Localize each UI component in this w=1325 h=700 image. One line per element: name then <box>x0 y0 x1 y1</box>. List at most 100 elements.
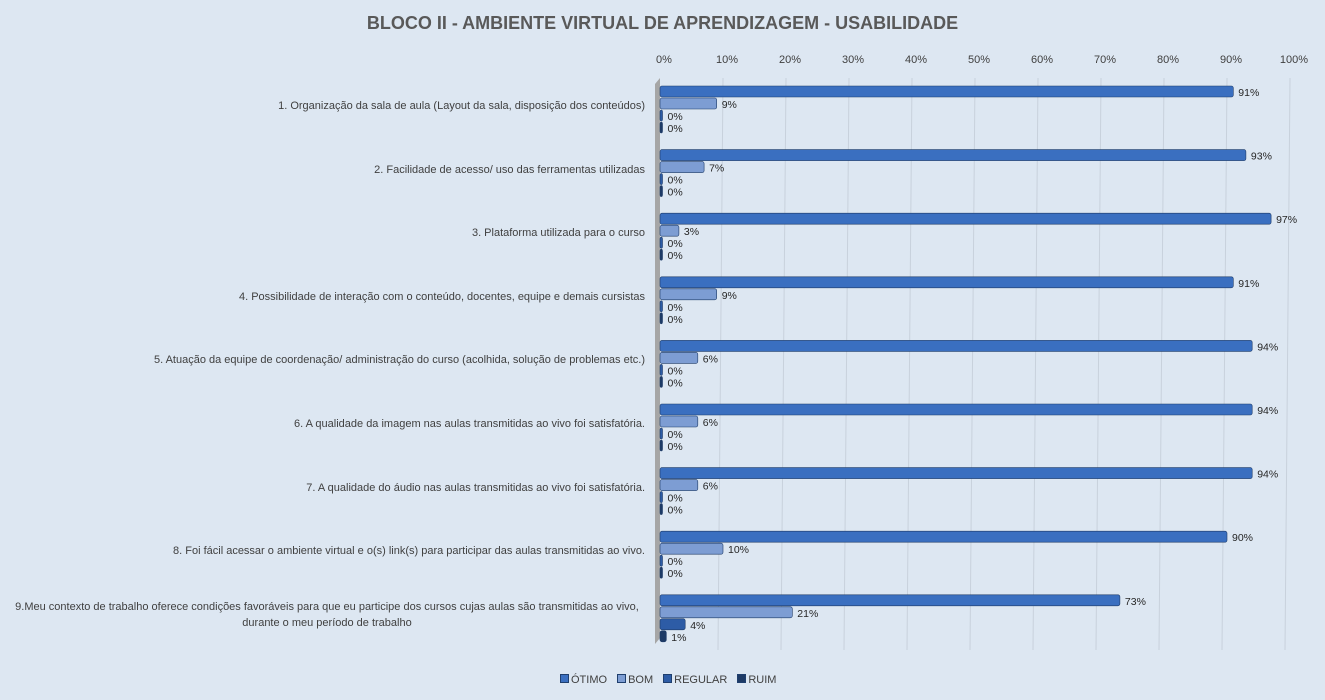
data-label: 21% <box>797 608 818 620</box>
x-tick-label: 90% <box>1220 54 1242 66</box>
bar-ótimo <box>659 467 1253 479</box>
bar-ótimo <box>659 149 1247 161</box>
bar-bom <box>659 415 699 428</box>
data-label: 10% <box>728 544 749 556</box>
bar-bom <box>659 288 718 301</box>
bar-regular <box>659 427 663 440</box>
x-tick-label: 0% <box>656 54 672 66</box>
data-label: 94% <box>1257 341 1278 353</box>
bar-ruim <box>659 376 663 388</box>
x-tick-label: 10% <box>716 54 738 66</box>
legend-label: BOM <box>628 674 654 686</box>
legend-item: ÓTIMO <box>560 674 607 686</box>
legend-label: REGULAR <box>674 674 728 686</box>
bar-regular <box>659 300 663 313</box>
bar-bom <box>659 606 793 619</box>
category-label: 8. Foi fácil acessar o ambiente virtual … <box>173 545 645 558</box>
legend-swatch <box>617 674 627 683</box>
gridline <box>1221 77 1228 651</box>
bar-regular <box>659 173 663 185</box>
data-label: 1% <box>671 632 686 644</box>
x-tick-label: 60% <box>1031 54 1053 66</box>
bar-ruim <box>659 503 663 515</box>
gridline <box>1032 77 1039 651</box>
bar-bom <box>659 161 705 173</box>
bar-regular <box>659 618 686 631</box>
category-label: 9.Meu contexto de trabalho oferece condi… <box>15 600 639 629</box>
category-label: 6. A qualidade da imagem nas aulas trans… <box>294 418 645 430</box>
bar-ótimo <box>659 212 1272 225</box>
legend-item: BOM <box>617 674 653 686</box>
x-tick-label: 30% <box>842 54 864 66</box>
data-label: 0% <box>668 123 683 135</box>
gridline <box>1095 77 1102 651</box>
bar-bom <box>659 97 718 110</box>
x-tick-label: 80% <box>1157 54 1179 66</box>
data-label: 0% <box>668 250 683 262</box>
data-label: 4% <box>690 620 705 632</box>
data-label: 0% <box>668 568 683 580</box>
x-tick-label: 20% <box>779 54 801 66</box>
data-label: 0% <box>668 238 683 250</box>
gridline <box>717 77 724 651</box>
bar-regular <box>659 554 663 567</box>
data-label: 97% <box>1276 214 1297 226</box>
axis-wall <box>655 78 660 644</box>
data-label: 0% <box>668 493 683 505</box>
gridline <box>843 77 850 651</box>
bar-ruim <box>659 439 663 452</box>
bar-ruim <box>659 630 667 643</box>
data-label: 9% <box>722 99 737 111</box>
chart-title: BLOCO II - AMBIENTE VIRTUAL DE APRENDIZA… <box>366 13 959 33</box>
gridline <box>1284 77 1291 651</box>
legend-swatch <box>560 674 569 683</box>
bar-ótimo <box>659 340 1253 352</box>
data-label: 73% <box>1125 596 1146 608</box>
bar-ruim <box>659 248 663 261</box>
x-tick-label: 50% <box>968 54 990 66</box>
x-tick-label: 40% <box>905 54 927 66</box>
gridline <box>906 77 913 651</box>
bar-ótimo <box>659 594 1121 607</box>
gridline <box>780 77 787 651</box>
data-label: 9% <box>722 290 737 302</box>
data-label: 90% <box>1232 532 1253 544</box>
x-tick-label: 100% <box>1280 54 1308 66</box>
category-label: 1. Organização da sala de aula (Layout d… <box>278 100 645 112</box>
data-label: 0% <box>668 505 683 517</box>
legend-label: RUIM <box>748 674 777 686</box>
data-label: 0% <box>668 111 683 123</box>
data-label: 91% <box>1238 278 1259 290</box>
data-label: 0% <box>668 175 683 187</box>
bar-ruim <box>659 121 663 134</box>
bar-bom <box>659 224 680 237</box>
bar-regular <box>659 364 663 376</box>
category-label: 5. Atuação da equipe de coordenação/ adm… <box>153 354 645 367</box>
data-label: 0% <box>668 429 683 441</box>
legend-item: REGULAR <box>663 674 727 686</box>
bar-bom <box>659 352 699 364</box>
bar-ruim <box>659 312 663 325</box>
legend: ÓTIMO BOM REGULAR RUIM <box>560 674 776 686</box>
legend-swatch <box>663 674 673 683</box>
bar-ótimo <box>659 85 1234 98</box>
legend-item: RUIM <box>737 674 776 686</box>
data-label: 6% <box>703 481 718 493</box>
data-label: 91% <box>1238 87 1259 99</box>
data-label: 0% <box>668 377 683 389</box>
legend-swatch <box>737 674 747 683</box>
data-label: 0% <box>668 441 683 453</box>
gridline <box>1158 77 1165 651</box>
data-label: 7% <box>709 163 724 175</box>
bar-bom <box>659 542 724 555</box>
category-label: 4. Possibilidade de interação com o cont… <box>238 290 645 303</box>
data-label: 0% <box>668 365 683 377</box>
category-label: 7. A qualidade do áudio nas aulas transm… <box>306 481 645 494</box>
bar-ótimo <box>659 530 1228 543</box>
data-label: 0% <box>668 187 683 199</box>
bar-regular <box>659 109 663 122</box>
legend-label: ÓTIMO <box>571 674 608 686</box>
bar-regular <box>659 491 663 503</box>
